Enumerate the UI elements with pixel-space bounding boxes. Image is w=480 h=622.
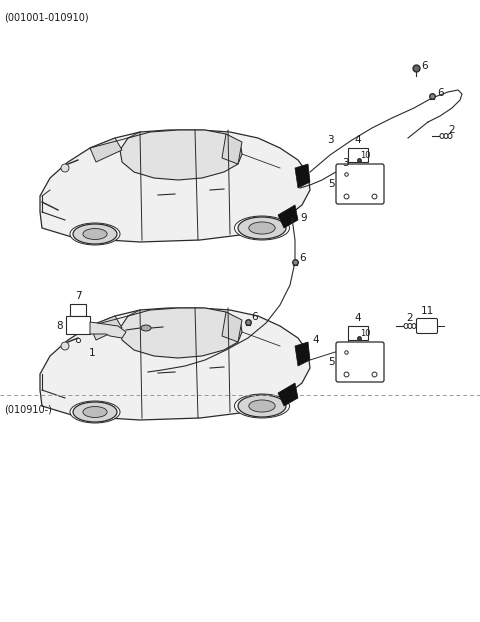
Polygon shape bbox=[295, 164, 310, 188]
Ellipse shape bbox=[404, 323, 408, 328]
Ellipse shape bbox=[408, 323, 412, 328]
Ellipse shape bbox=[249, 222, 275, 234]
Ellipse shape bbox=[70, 401, 120, 423]
Polygon shape bbox=[278, 205, 298, 228]
Polygon shape bbox=[120, 308, 242, 358]
FancyBboxPatch shape bbox=[336, 164, 384, 204]
Text: 6: 6 bbox=[299, 253, 306, 263]
Polygon shape bbox=[90, 316, 122, 340]
FancyBboxPatch shape bbox=[70, 304, 86, 316]
Polygon shape bbox=[40, 308, 310, 420]
Ellipse shape bbox=[249, 400, 275, 412]
FancyBboxPatch shape bbox=[348, 148, 368, 162]
Polygon shape bbox=[120, 130, 242, 180]
Text: 11: 11 bbox=[420, 306, 433, 316]
Ellipse shape bbox=[238, 395, 286, 417]
Text: 6: 6 bbox=[437, 88, 444, 98]
Text: (010910-): (010910-) bbox=[4, 405, 52, 415]
Text: (001001-010910): (001001-010910) bbox=[4, 12, 89, 22]
Polygon shape bbox=[40, 130, 310, 242]
Text: 4: 4 bbox=[355, 135, 361, 145]
FancyBboxPatch shape bbox=[417, 318, 437, 333]
Ellipse shape bbox=[73, 224, 117, 244]
Circle shape bbox=[61, 164, 69, 172]
Ellipse shape bbox=[238, 217, 286, 239]
Ellipse shape bbox=[83, 407, 107, 417]
Polygon shape bbox=[222, 134, 242, 164]
Polygon shape bbox=[222, 312, 242, 342]
Ellipse shape bbox=[70, 223, 120, 245]
Ellipse shape bbox=[444, 134, 448, 139]
Polygon shape bbox=[90, 322, 126, 338]
Text: 10: 10 bbox=[360, 151, 371, 159]
Text: 6: 6 bbox=[421, 61, 428, 71]
FancyBboxPatch shape bbox=[348, 326, 368, 340]
Ellipse shape bbox=[235, 394, 289, 418]
Polygon shape bbox=[90, 138, 122, 162]
Ellipse shape bbox=[235, 216, 289, 240]
Text: 10: 10 bbox=[360, 328, 371, 338]
Text: 4: 4 bbox=[312, 335, 319, 345]
Ellipse shape bbox=[141, 325, 151, 331]
Text: 8: 8 bbox=[56, 321, 63, 331]
Text: 2: 2 bbox=[406, 313, 413, 323]
Text: 3: 3 bbox=[342, 158, 348, 168]
Circle shape bbox=[61, 342, 69, 350]
Ellipse shape bbox=[448, 134, 452, 139]
Text: 4: 4 bbox=[355, 313, 361, 323]
FancyBboxPatch shape bbox=[336, 342, 384, 382]
Text: 2: 2 bbox=[448, 125, 455, 135]
Ellipse shape bbox=[83, 228, 107, 239]
Text: 9: 9 bbox=[300, 213, 307, 223]
Polygon shape bbox=[278, 383, 298, 406]
FancyBboxPatch shape bbox=[66, 316, 90, 334]
Ellipse shape bbox=[440, 134, 444, 139]
Ellipse shape bbox=[412, 323, 416, 328]
Text: 5: 5 bbox=[328, 179, 335, 189]
Text: 6: 6 bbox=[251, 312, 258, 322]
Text: 5: 5 bbox=[328, 357, 335, 367]
Text: 1: 1 bbox=[89, 348, 96, 358]
Polygon shape bbox=[295, 342, 310, 366]
Text: 3: 3 bbox=[327, 135, 333, 145]
Text: 7: 7 bbox=[75, 291, 81, 301]
Ellipse shape bbox=[73, 402, 117, 422]
